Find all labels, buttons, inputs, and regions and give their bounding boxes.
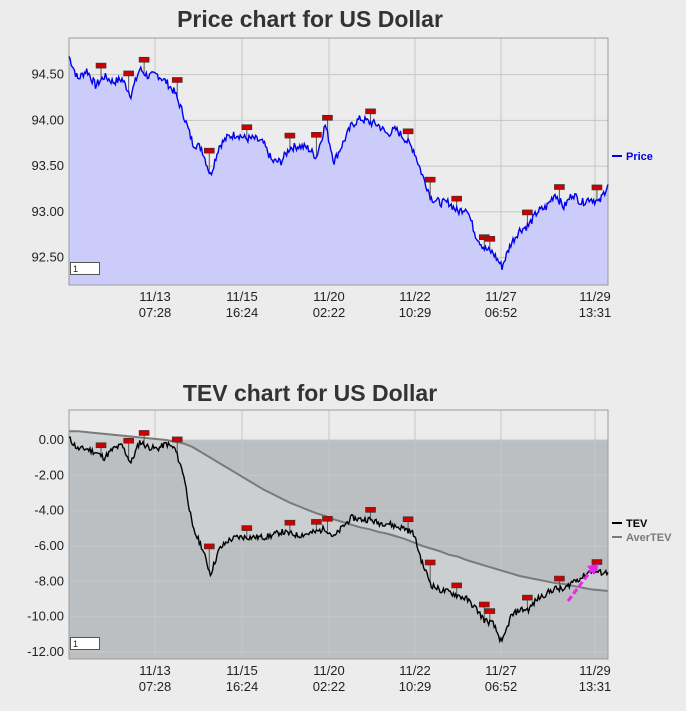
marker-flag [522,209,533,216]
marker-flag [284,519,296,526]
marker-flag [451,195,462,202]
marker-flag [322,114,333,121]
marker-flag [484,236,496,242]
marker-flag [591,559,603,565]
marker-flag [522,594,533,601]
marker-flag [284,132,296,139]
plot-frame [68,409,609,660]
marker-flag [241,124,253,131]
marker-flag [554,184,565,190]
y-tick-label: 93.00 [31,204,64,219]
marker-flag [402,516,414,523]
marker-flag [424,176,436,183]
marker-flag [123,70,134,77]
x-tick-time: 10:29 [399,305,432,320]
area-fill-band [69,440,608,659]
y-tick-label: 93.50 [31,158,64,173]
y-tick-label: -10.00 [27,609,64,624]
marker-flag [311,519,322,525]
y-tick-label: -6.00 [34,538,64,553]
x-tick-time: 02:22 [313,679,346,694]
plot-frame [68,37,609,286]
y-tick-label: 92.50 [31,250,64,265]
series-area-fill [69,431,608,642]
x-tick-date: 11/29 [579,663,611,678]
marker-flag [402,128,414,135]
marker-flag [591,184,603,191]
x-tick-date: 11/22 [399,289,431,304]
x-tick-date: 11/27 [485,663,517,678]
x-tick-time: 07:28 [139,305,172,320]
marker-flag [365,507,376,513]
x-tick-date: 11/13 [139,663,171,678]
x-tick-date: 11/15 [226,663,258,678]
y-tick-label: 0.00 [39,432,64,447]
legend-label: TEV [626,518,648,530]
marker-flag [322,515,333,522]
x-tick-time: 07:28 [139,679,172,694]
trend-arrow-head [587,564,599,575]
series-area-fill [69,56,608,286]
chart-scale-input[interactable]: 1 [70,262,100,275]
y-tick-label: 94.50 [31,67,64,82]
y-tick-label: -12.00 [27,644,64,659]
x-tick-date: 11/29 [579,289,611,304]
legend-label: AverTEV [626,532,672,544]
x-tick-time: 06:52 [485,305,518,320]
x-tick-time: 16:24 [226,305,259,320]
y-tick-label: -8.00 [34,573,64,588]
marker-flag [365,108,376,115]
marker-flag [554,575,565,582]
series-line-price [68,56,609,271]
x-tick-time: 13:31 [579,679,612,694]
x-tick-date: 11/13 [139,289,171,304]
price-chart: Price chart for US Dollar 94.50 94.00 93.5… [0,0,686,340]
x-tick-date: 11/15 [226,289,258,304]
marker-flag [424,559,436,566]
series-line-avertev [69,430,609,593]
marker-flag [95,62,107,69]
x-tick-time: 02:22 [313,305,346,320]
marker-flag [123,437,134,444]
marker-flag [138,430,150,436]
trend-arrow [566,567,595,602]
tev-chart-canvas: 0.00 -2.00 -4.00 -6.00 -8.00 -10.00 -12.00 11/1… [27,409,672,694]
marker-flag [95,442,107,449]
x-tick-time: 06:52 [485,679,518,694]
marker-flag [478,601,490,608]
x-tick-date: 11/27 [485,289,517,304]
x-tick-time: 16:24 [226,679,259,694]
marker-flag [311,132,322,138]
legend-label: Price [626,151,653,163]
x-tick-time: 10:29 [399,679,432,694]
x-tick-date: 11/22 [399,663,431,678]
marker-flag [138,56,150,63]
y-tick-label: 94.00 [31,112,64,127]
chart-title: Price chart for US Dollar [177,6,443,32]
marker-flag [484,608,496,614]
x-tick-date: 11/20 [313,289,345,304]
series-line-tev [68,436,609,644]
tev-chart: TEV chart for US Dollar 0.00 -2.00 -4.00 -6… [0,372,686,711]
marker-flag [203,147,215,154]
marker-flag [171,436,183,443]
marker-flag [241,525,253,531]
marker-flag [451,582,462,589]
y-tick-label: -2.00 [34,467,64,482]
x-tick-date: 11/20 [313,663,345,678]
x-tick-time: 13:31 [579,305,612,320]
chart-title: TEV chart for US Dollar [182,380,438,406]
marker-flag [203,543,215,550]
y-tick-label: -4.00 [34,503,64,518]
chart-scale-input[interactable]: 1 [70,637,100,650]
marker-flag [171,77,183,83]
